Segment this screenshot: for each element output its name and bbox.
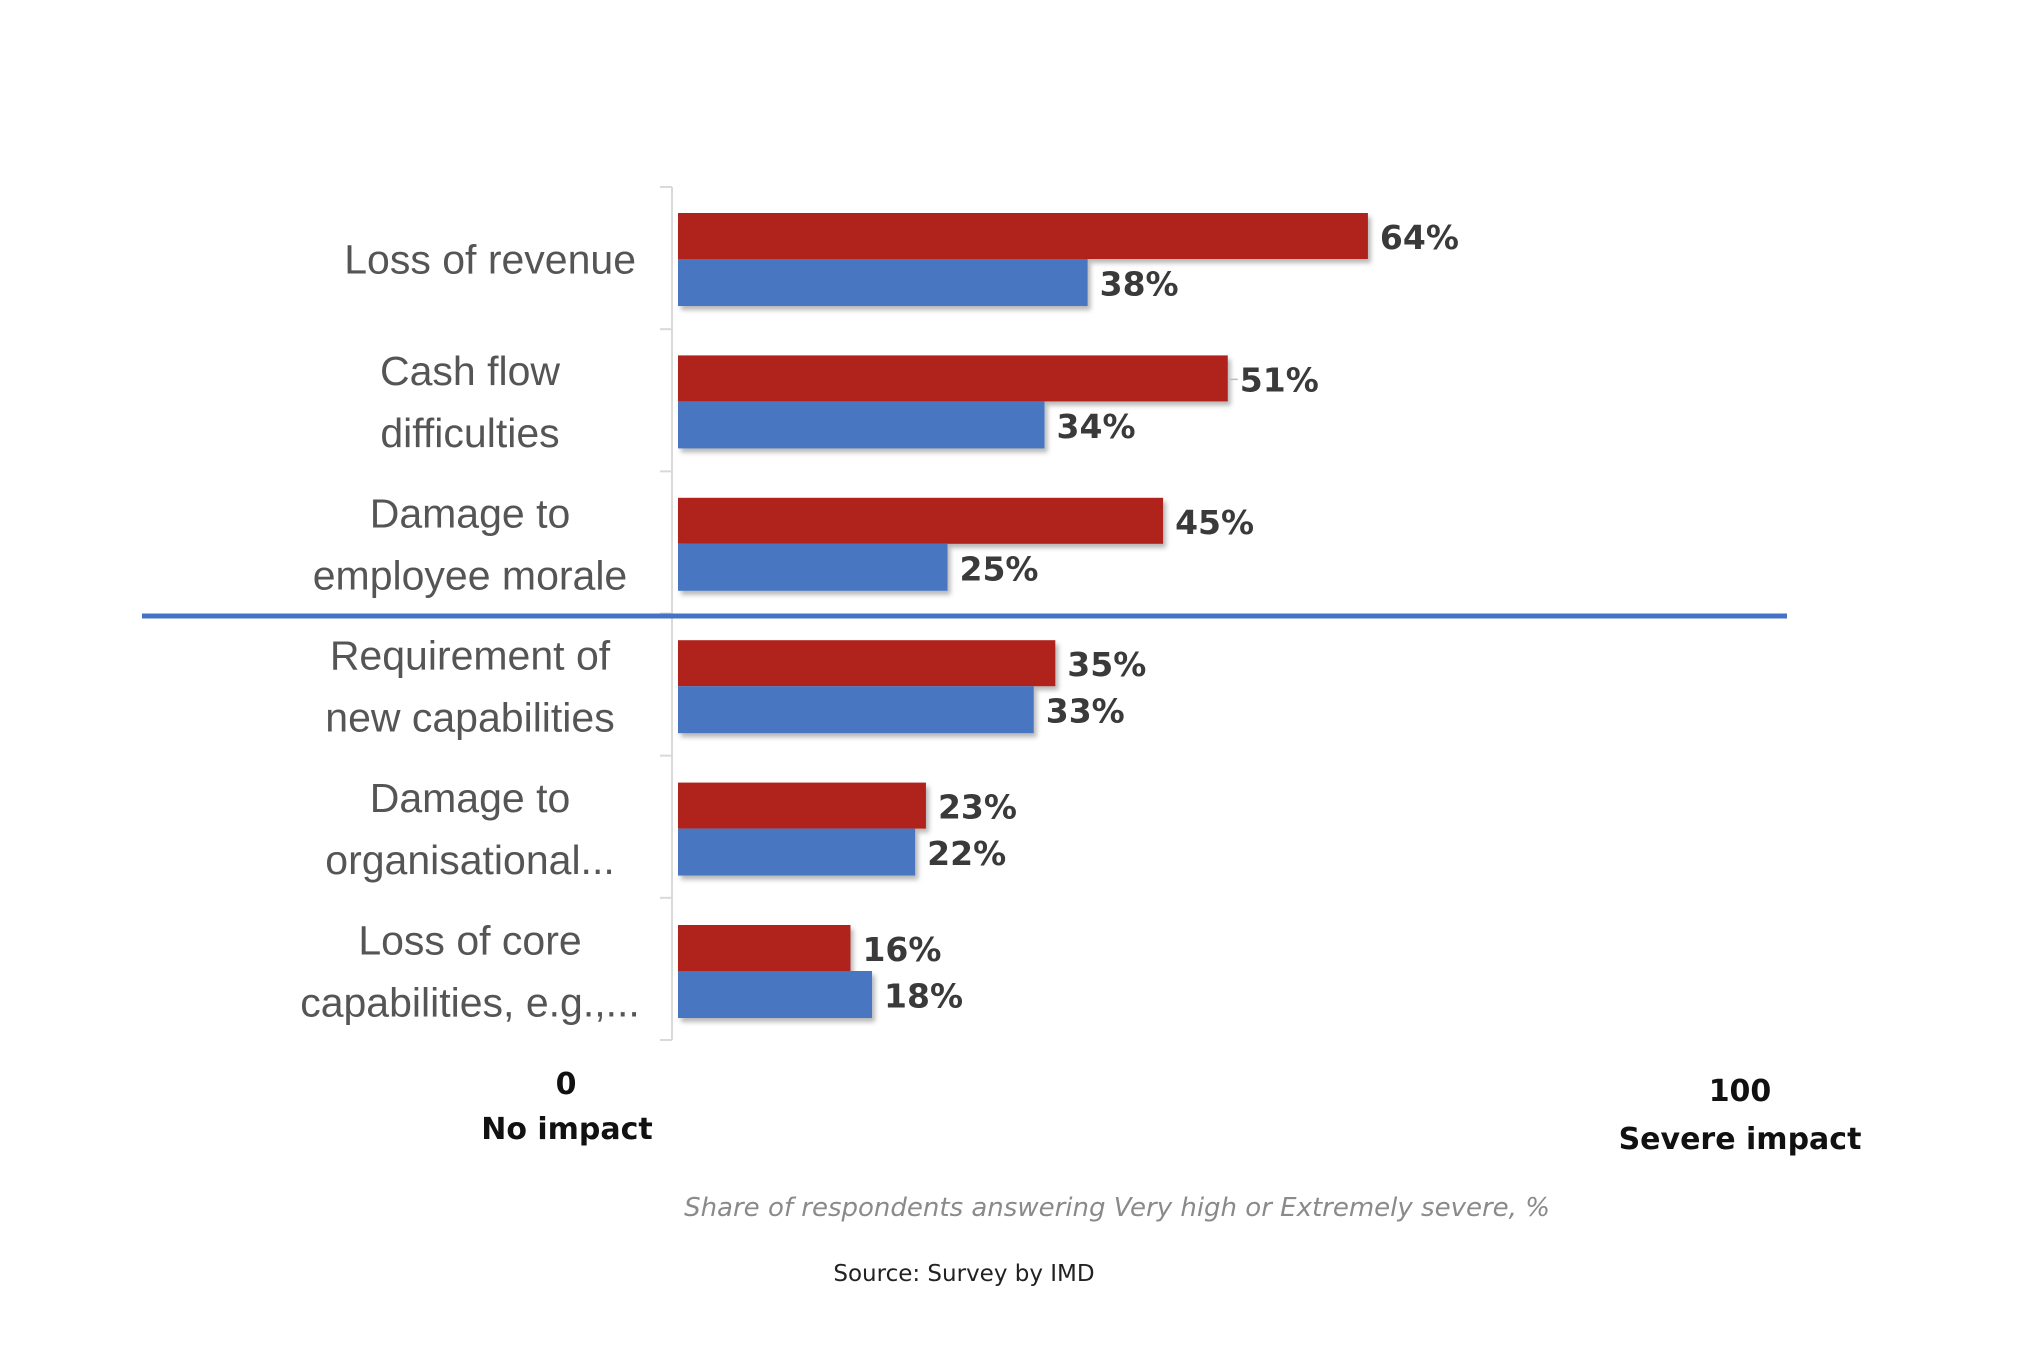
- bar-red-0: [678, 213, 1368, 259]
- category-label-5-line-1: capabilities, e.g.,...: [300, 980, 640, 1026]
- value-label-blue-5: 18%: [884, 977, 963, 1016]
- category-label-2-line-1: employee morale: [313, 552, 628, 598]
- bar-blue-4: [678, 828, 916, 876]
- value-label-blue-3: 33%: [1046, 692, 1125, 731]
- bar-red-1: [678, 355, 1228, 402]
- bars-group: [678, 213, 1368, 1018]
- value-label-red-4: 23%: [938, 788, 1017, 827]
- bar-red-4: [678, 782, 926, 829]
- value-label-blue-0: 38%: [1100, 265, 1179, 304]
- chart-source: Source: Survey by IMD: [833, 1261, 1094, 1287]
- bar-red-2: [678, 497, 1164, 544]
- category-label-4-line-1: organisational...: [325, 837, 614, 883]
- chart-caption: Share of respondents answering Very high…: [684, 1193, 1550, 1223]
- category-labels-group: Loss of revenue Cash flow difficulties Dama…: [300, 237, 640, 1026]
- bar-blue-1: [678, 401, 1045, 449]
- bar-red-5: [678, 925, 851, 971]
- category-label-1-line-0: Cash flow: [380, 348, 560, 394]
- bar-blue-3: [678, 686, 1034, 734]
- value-label-red-1: 51%: [1240, 360, 1319, 399]
- category-label-2-line-0: Damage to: [370, 490, 571, 536]
- value-label-red-5: 16%: [862, 930, 941, 969]
- category-label-3-line-0: Requirement of: [330, 633, 611, 679]
- bar-blue-0: [678, 259, 1088, 306]
- scale-min-label: No impact: [481, 1112, 653, 1147]
- category-label-0-line-0: Loss of revenue: [344, 237, 636, 283]
- bar-blue-2: [678, 543, 948, 591]
- category-label-1-line-1: difficulties: [380, 410, 559, 456]
- bar-red-3: [678, 640, 1056, 687]
- category-label-3-line-1: new capabilities: [325, 695, 614, 741]
- value-label-red-2: 45%: [1175, 503, 1254, 542]
- value-labels-group: 64% 38% 51% 34% 45% 25% 35% 33% 23% 22% 16% 18%: [862, 218, 1458, 1016]
- scale-min-value: 0: [556, 1067, 577, 1102]
- value-label-red-0: 64%: [1380, 218, 1459, 257]
- category-label-4-line-0: Damage to: [370, 775, 571, 821]
- value-label-blue-1: 34%: [1057, 407, 1136, 446]
- scale-max-label: Severe impact: [1619, 1122, 1862, 1157]
- value-label-blue-2: 25%: [960, 549, 1039, 588]
- scale-max-value: 100: [1709, 1074, 1772, 1109]
- value-label-red-3: 35%: [1067, 645, 1146, 684]
- bar-blue-5: [678, 971, 873, 1018]
- category-label-5-line-0: Loss of core: [358, 918, 581, 964]
- value-label-blue-4: 22%: [927, 834, 1006, 873]
